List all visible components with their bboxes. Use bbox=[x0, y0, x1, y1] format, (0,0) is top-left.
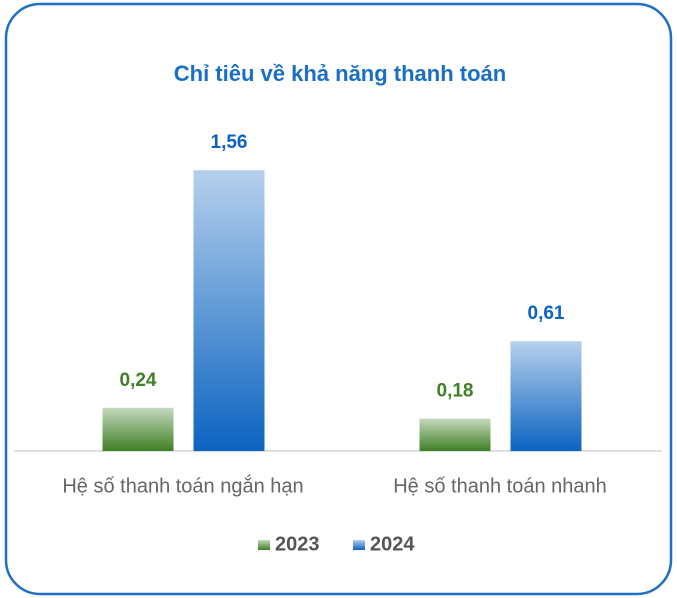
bar bbox=[419, 418, 491, 451]
legend-label: 2023 bbox=[275, 533, 320, 555]
frame bbox=[4, 2, 673, 596]
x-tick-label: Hệ số thanh toán nhanh bbox=[393, 475, 607, 497]
data-label: 0,24 bbox=[120, 370, 157, 391]
bar bbox=[193, 170, 265, 451]
chart-title: Chỉ tiêu về khả năng thanh toán bbox=[174, 61, 506, 86]
x-tick-label: Hệ số thanh toán ngắn hạn bbox=[62, 474, 303, 497]
legend-swatch bbox=[258, 540, 270, 550]
bar bbox=[510, 341, 582, 451]
data-label: 1,56 bbox=[211, 132, 248, 153]
data-label: 0,61 bbox=[528, 303, 565, 324]
bar bbox=[102, 407, 174, 451]
legend-swatch bbox=[353, 540, 365, 550]
data-label: 0,18 bbox=[437, 381, 474, 402]
legend-label: 2024 bbox=[370, 533, 415, 555]
